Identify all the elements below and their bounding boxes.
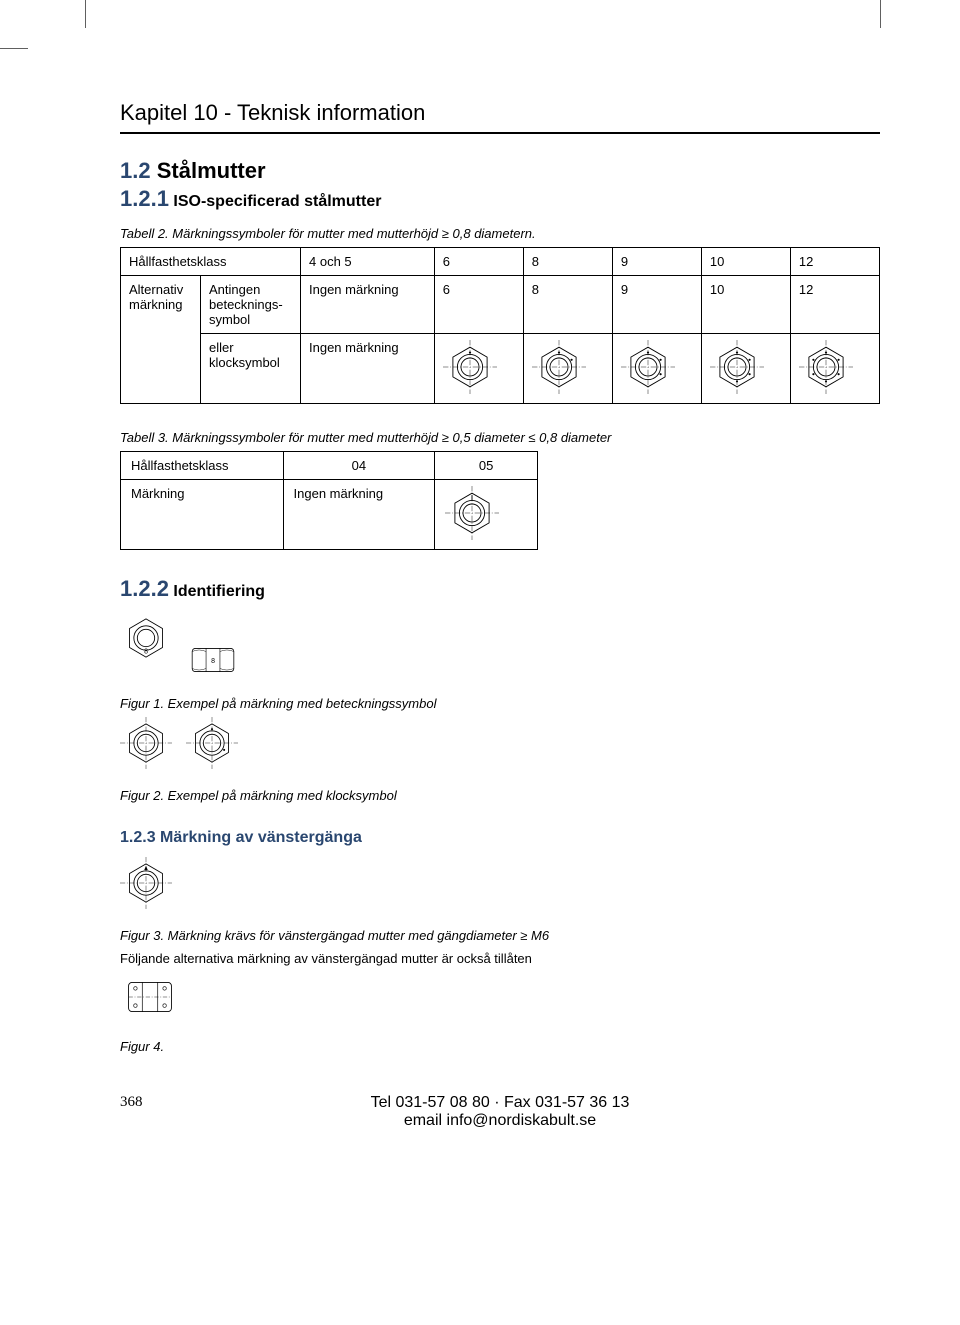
cell: 8 xyxy=(523,276,612,334)
nut-diagram-cell xyxy=(790,334,879,404)
cell: 04 xyxy=(283,452,435,480)
figure1-caption: Figur 1. Exempel på märkning med beteckn… xyxy=(120,696,880,711)
section-title: Stålmutter xyxy=(157,158,266,183)
hex-nut-icon xyxy=(445,486,499,540)
hex-nut-clock-icon xyxy=(120,717,172,769)
table-2: Hållfasthetsklass 4 och 5 6 8 9 10 12 Al… xyxy=(120,247,880,404)
hex-nut-icon xyxy=(443,340,497,394)
cell-label: Märkning xyxy=(121,480,284,550)
cell-label: Alternativ märkning xyxy=(121,276,201,404)
cell-label: Hållfasthetsklass xyxy=(121,452,284,480)
hex-nut-icon xyxy=(532,340,586,394)
table-3: Hållfasthetsklass 04 05 Märkning Ingen m… xyxy=(120,451,538,550)
cell: 05 xyxy=(435,452,538,480)
cell: Antingen betecknings-symbol xyxy=(201,276,301,334)
cell: 6 xyxy=(434,248,523,276)
table2-caption: Tabell 2. Märkningssymboler för mutter m… xyxy=(120,226,880,241)
table-row: Hållfasthetsklass 04 05 xyxy=(121,452,538,480)
hex-nut-side-groove-icon xyxy=(120,974,180,1020)
table-row: eller klocksymbol Ingen märkning xyxy=(121,334,880,404)
sec122-title: Identifiering xyxy=(173,583,265,600)
svg-text:8: 8 xyxy=(212,658,216,665)
table3-caption: Tabell 3. Märkningssymboler för mutter m… xyxy=(120,430,880,445)
figure-4 xyxy=(120,974,880,1025)
subsection-number: 1.2.1 xyxy=(120,186,169,211)
hex-nut-icon xyxy=(799,340,853,394)
sec122-num: 1.2.2 xyxy=(120,576,169,601)
nut-diagram-cell xyxy=(435,480,538,550)
page-content: Kapitel 10 - Teknisk information 1.2 Stå… xyxy=(0,0,960,1170)
hex-nut-icon xyxy=(621,340,675,394)
nut-diagram-cell xyxy=(523,334,612,404)
cell: eller klocksymbol xyxy=(201,334,301,404)
hex-nut-side-icon: 8 xyxy=(186,638,240,682)
hex-nut-top-icon: 8 xyxy=(120,612,172,664)
figure3-caption: Figur 3. Märkning krävs för vänstergänga… xyxy=(120,928,880,943)
cell: 12 xyxy=(790,248,879,276)
cell: 4 och 5 xyxy=(301,248,435,276)
figure4-caption: Figur 4. xyxy=(120,1039,880,1054)
cell: Ingen märkning xyxy=(283,480,435,550)
nut-diagram-cell xyxy=(612,334,701,404)
alt-marking-text: Följande alternativa märkning av vänster… xyxy=(120,951,880,966)
nut-diagram-cell xyxy=(701,334,790,404)
cell: Ingen märkning xyxy=(301,334,435,404)
nut-diagram-cell xyxy=(434,334,523,404)
cell: 6 xyxy=(434,276,523,334)
cell: 8 xyxy=(523,248,612,276)
section-number: 1.2 xyxy=(120,158,151,183)
hex-nut-clock-icon xyxy=(186,717,238,769)
page-number: 368 xyxy=(120,1094,143,1111)
section-heading: 1.2 Stålmutter xyxy=(120,158,880,184)
cell: 10 xyxy=(701,276,790,334)
table-row: Märkning Ingen märkning xyxy=(121,480,538,550)
hex-nut-icon xyxy=(710,340,764,394)
cell: 9 xyxy=(612,276,701,334)
footer-tel: Tel 031-57 08 80 · Fax 031-57 36 13 xyxy=(120,1094,880,1112)
figure-1: 8 8 xyxy=(120,612,880,682)
figure-2 xyxy=(120,717,880,774)
section-123-heading: 1.2.3 Märkning av vänstergänga xyxy=(120,829,880,847)
cell: Ingen märkning xyxy=(301,276,435,334)
footer-email: email info@nordiskabult.se xyxy=(120,1112,880,1130)
figure-3 xyxy=(120,857,880,914)
hex-nut-left-thread-icon xyxy=(120,857,172,909)
chapter-title: Kapitel 10 - Teknisk information xyxy=(120,100,880,134)
cell: 9 xyxy=(612,248,701,276)
cell: 10 xyxy=(701,248,790,276)
subsection-heading: 1.2.1 ISO-specificerad stålmutter xyxy=(120,186,880,212)
subsection-title: ISO-specificerad stålmutter xyxy=(173,193,381,210)
cell-label: Hållfasthetsklass xyxy=(121,248,301,276)
table-row: Hållfasthetsklass 4 och 5 6 8 9 10 12 xyxy=(121,248,880,276)
svg-text:8: 8 xyxy=(144,649,148,656)
table-row: Alternativ märkning Antingen betecknings… xyxy=(121,276,880,334)
section-122-heading: 1.2.2 Identifiering xyxy=(120,576,880,602)
cell: 12 xyxy=(790,276,879,334)
page-footer: 368 Tel 031-57 08 80 · Fax 031-57 36 13 … xyxy=(120,1094,880,1130)
figure2-caption: Figur 2. Exempel på märkning med klocksy… xyxy=(120,788,880,803)
